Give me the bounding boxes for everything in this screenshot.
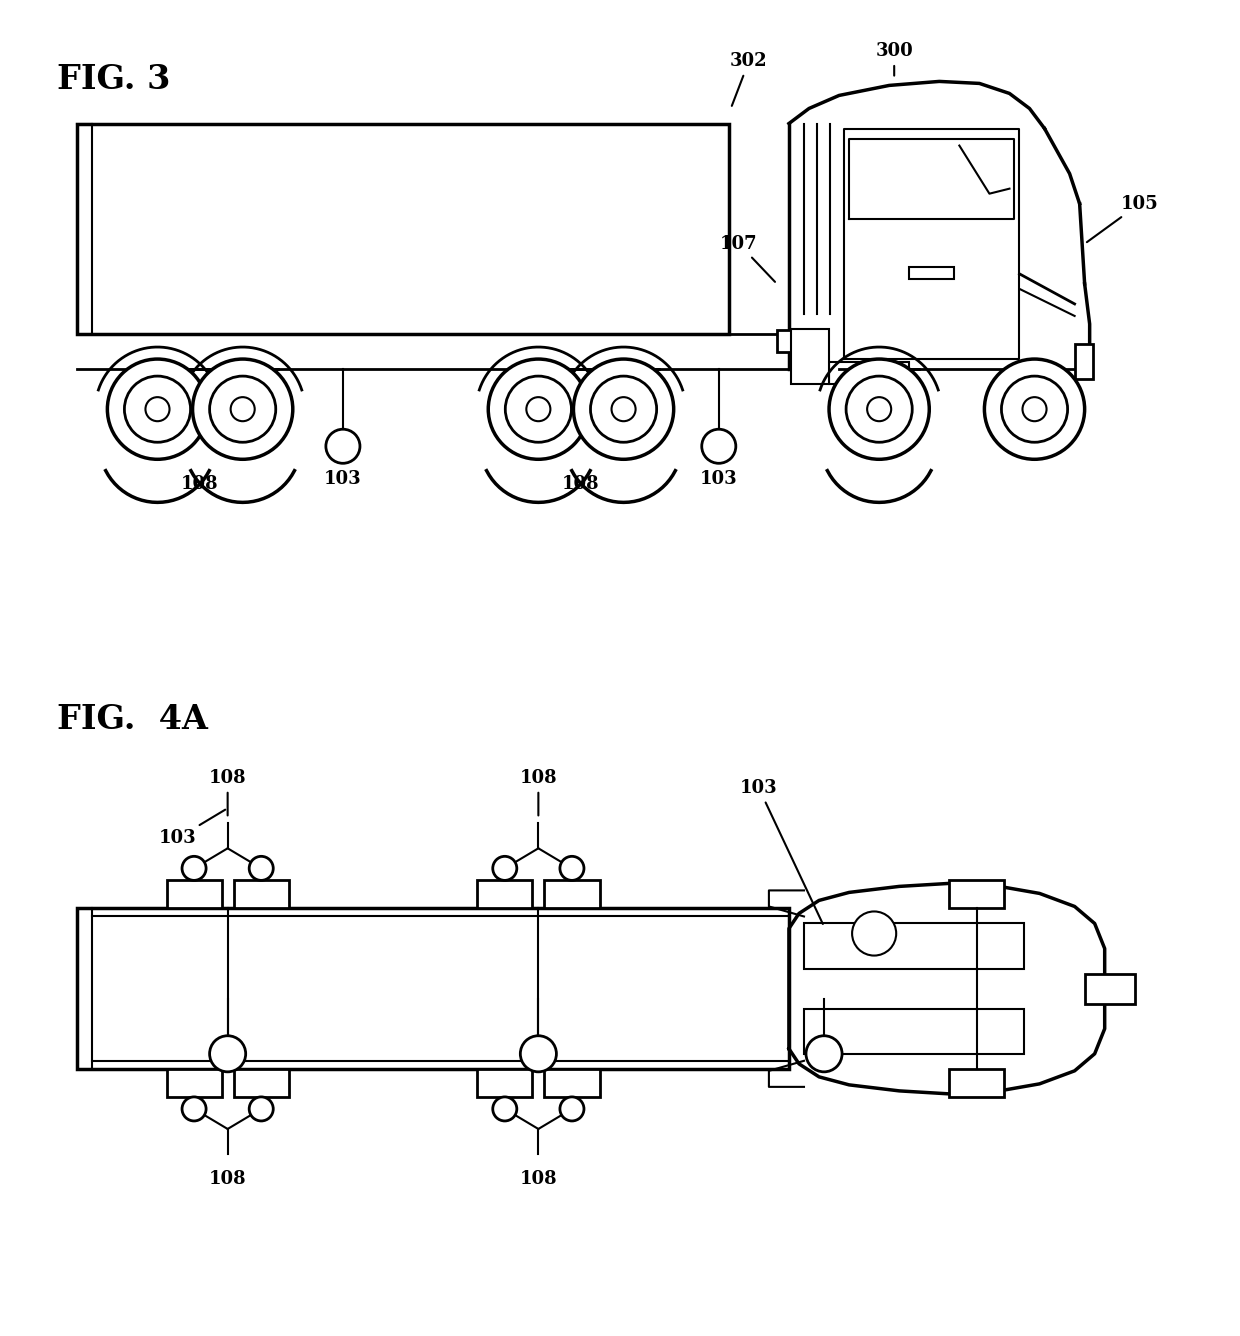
Circle shape	[249, 1097, 273, 1121]
Circle shape	[145, 397, 170, 421]
Bar	[477, 880, 532, 908]
Circle shape	[192, 359, 293, 460]
Circle shape	[489, 359, 589, 460]
Bar	[804, 1009, 1024, 1054]
Circle shape	[611, 397, 636, 421]
Text: 108: 108	[181, 476, 218, 493]
Bar	[950, 880, 1004, 908]
Bar	[77, 908, 789, 1069]
Circle shape	[560, 1097, 584, 1121]
Text: 108: 108	[520, 1170, 557, 1188]
Text: 105: 105	[1087, 195, 1158, 242]
Text: 103: 103	[159, 810, 226, 847]
Bar	[544, 1069, 599, 1097]
Circle shape	[702, 429, 735, 464]
Bar	[77, 123, 729, 334]
Circle shape	[124, 377, 191, 442]
Circle shape	[492, 856, 517, 880]
Circle shape	[560, 856, 584, 880]
Circle shape	[326, 429, 360, 464]
Text: 103: 103	[324, 470, 362, 489]
Circle shape	[210, 1035, 246, 1071]
Circle shape	[526, 397, 551, 421]
Circle shape	[108, 359, 207, 460]
Text: 103: 103	[699, 470, 738, 489]
Bar	[233, 1069, 289, 1097]
Circle shape	[806, 1035, 842, 1071]
Circle shape	[573, 359, 673, 460]
Text: FIG. 3: FIG. 3	[57, 63, 171, 96]
Circle shape	[249, 856, 273, 880]
Bar	[166, 1069, 222, 1097]
Bar	[233, 880, 289, 908]
Text: 108: 108	[562, 476, 599, 493]
Bar	[950, 1069, 1004, 1097]
Text: 108: 108	[520, 770, 557, 815]
Bar	[544, 880, 599, 908]
Bar	[830, 362, 909, 385]
Text: FIG.  4A: FIG. 4A	[57, 703, 208, 736]
Text: 108: 108	[208, 770, 247, 815]
Circle shape	[1002, 377, 1068, 442]
Bar	[477, 1069, 532, 1097]
Circle shape	[830, 359, 929, 460]
Bar	[791, 329, 830, 385]
Circle shape	[492, 1097, 517, 1121]
Text: 103: 103	[740, 779, 823, 925]
Circle shape	[985, 359, 1085, 460]
Circle shape	[846, 377, 913, 442]
Circle shape	[505, 377, 572, 442]
Circle shape	[182, 856, 206, 880]
Text: 300: 300	[875, 43, 913, 76]
Bar	[804, 923, 1024, 969]
Circle shape	[852, 911, 897, 955]
Bar	[166, 880, 222, 908]
Bar	[909, 267, 955, 279]
Circle shape	[182, 1097, 206, 1121]
Circle shape	[210, 377, 275, 442]
Circle shape	[590, 377, 657, 442]
Bar	[1075, 345, 1092, 379]
Circle shape	[521, 1035, 557, 1071]
Text: 302: 302	[730, 52, 768, 106]
Bar	[777, 330, 797, 353]
Circle shape	[1023, 397, 1047, 421]
Circle shape	[231, 397, 254, 421]
Text: 107: 107	[720, 235, 775, 282]
Bar	[1085, 974, 1135, 1003]
Circle shape	[867, 397, 892, 421]
Text: 108: 108	[208, 1170, 247, 1188]
